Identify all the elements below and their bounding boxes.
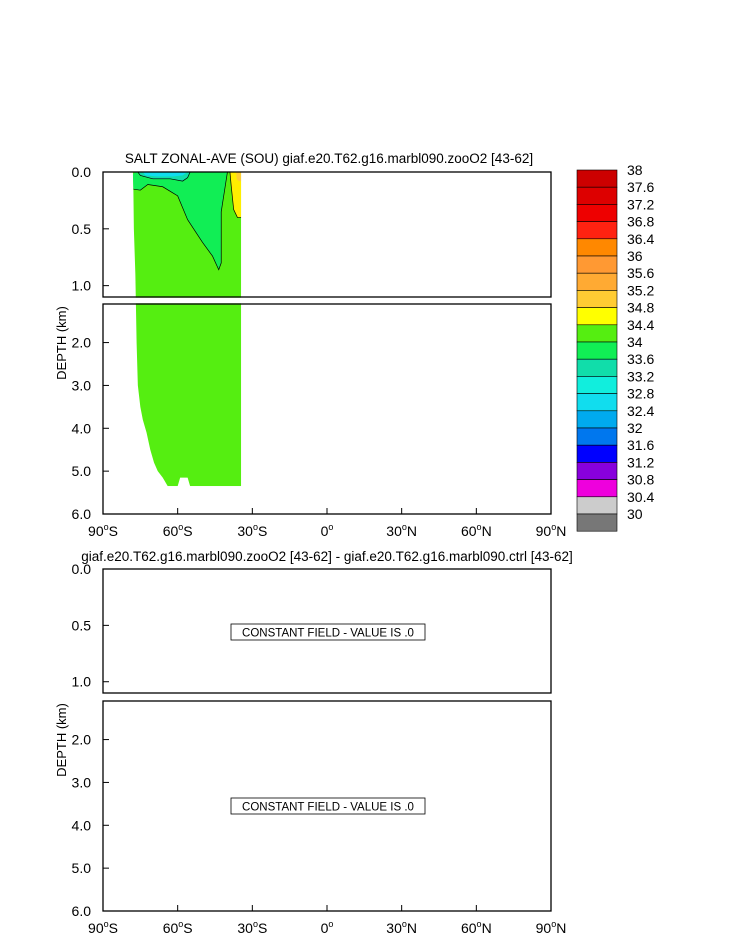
colorbar-swatch [576, 462, 618, 480]
y-tick-label: 3.0 [72, 774, 92, 790]
y-tick-label: 5.0 [72, 463, 92, 479]
difference-upper-frame [102, 568, 552, 694]
x-tick-label: 30oN [386, 522, 417, 539]
colorbar-swatch [576, 324, 618, 343]
colorbar-label: 31.2 [627, 454, 654, 470]
colorbar-label: 30.4 [627, 489, 654, 505]
salinity-35.2-35.6-clip-group [236, 172, 242, 182]
y-tick-label: 6.0 [72, 506, 92, 522]
y-tick-label: 4.0 [72, 420, 92, 436]
y-tick-label: 0.0 [72, 561, 92, 577]
salinity-34.0-34.4-region [132, 172, 228, 270]
colorbar-swatch [576, 496, 618, 515]
colorbar-swatch [576, 290, 618, 308]
y-tick-label: 2.0 [72, 732, 92, 748]
contour-group [132, 172, 242, 271]
colorbar-label: 37.6 [627, 179, 654, 195]
contour-line [229, 172, 242, 218]
colorbar-swatch [576, 307, 618, 326]
chart-title: SALT ZONAL-AVE (SOU) giaf.e20.T62.g16.ma… [125, 151, 533, 166]
x-tick-label: 90oS [88, 919, 118, 936]
colorbar-swatch [576, 444, 618, 463]
colorbar-swatch [576, 272, 618, 291]
colorbar-label: 30.8 [627, 472, 654, 488]
colorbar-swatch [576, 341, 618, 360]
colorbar-swatch [576, 238, 618, 257]
x-tick-label: 30oS [237, 522, 267, 539]
panel-gap [102, 297, 552, 304]
y-tick-label: 4.0 [72, 817, 92, 833]
y-axis-label: DEPTH (km) [54, 703, 69, 777]
colorbar-swatch [576, 427, 618, 446]
y-tick-label: 2.0 [72, 335, 92, 351]
x-tick-label: 60oN [461, 522, 492, 539]
salinity-34.8-35.2-region [229, 172, 242, 218]
colorbar-label: 36 [627, 248, 643, 264]
y-tick-label: 0.0 [72, 164, 92, 180]
colorbar-label: 34.8 [627, 300, 654, 316]
colorbar-label: 34 [627, 334, 643, 350]
colorbar-swatch [576, 358, 618, 377]
y-tick-label: 6.0 [72, 903, 92, 919]
colorbar-label: 33.6 [627, 351, 654, 367]
salinity-34.8-35.2-clip-group [229, 172, 242, 218]
chart-title: giaf.e20.T62.g16.marbl090.zooO2 [43-62] … [81, 549, 573, 564]
colorbar-label: 35.6 [627, 265, 654, 281]
colorbar-label: 37.2 [627, 196, 654, 212]
y-tick-label: 5.0 [72, 860, 92, 876]
contour-line [137, 172, 191, 182]
colorbar-label: 32.8 [627, 386, 654, 402]
colorbar-label: 34.4 [627, 317, 654, 333]
x-tick-label: 0o [321, 919, 334, 936]
colorbar-swatch [576, 221, 618, 240]
constant-field-note: CONSTANT FIELD - VALUE IS .0 [242, 628, 414, 640]
colorbar-label: 35.2 [627, 282, 654, 298]
colorbar-swatch [576, 255, 618, 274]
colorbar-swatch [576, 393, 618, 412]
x-tick-label: 0o [321, 522, 334, 539]
colorbar-label: 33.2 [627, 368, 654, 384]
colorbar-label: 36.4 [627, 231, 654, 247]
y-axis-label: DEPTH (km) [54, 306, 69, 380]
x-tick-label: 30oS [237, 919, 267, 936]
salinity-34.0-34.4-clip-group [132, 172, 228, 270]
y-tick-label: 0.5 [72, 617, 92, 633]
colorbar-swatch [576, 186, 618, 205]
salinity-upper-frame [102, 171, 552, 298]
colorbar-label: 31.6 [627, 437, 654, 453]
y-tick-label: 1.0 [72, 278, 92, 294]
constant-field-note: CONSTANT FIELD - VALUE IS .0 [242, 802, 414, 814]
salinity-35.2-35.6-region [236, 172, 242, 182]
x-tick-label: 60oN [461, 919, 492, 936]
x-tick-label: 90oS [88, 522, 118, 539]
colorbar-swatch [576, 169, 618, 188]
colorbar-label: 32.4 [627, 403, 654, 419]
y-tick-label: 3.0 [72, 377, 92, 393]
colorbar-swatch [576, 376, 618, 394]
colorbar-label: 30 [627, 506, 643, 522]
colorbar-swatch [576, 513, 618, 532]
constant-field-box [230, 623, 426, 641]
colorbar-label: 32 [627, 420, 643, 436]
contour-line [132, 172, 228, 271]
colorbar-label: 38 [627, 162, 643, 178]
x-tick-label: 30oN [386, 919, 417, 936]
x-tick-label: 60oS [163, 919, 193, 936]
colorbar-label: 36.8 [627, 214, 654, 230]
salinity-33.2-33.6-region [142, 172, 188, 177]
salinity-33.2-33.6-clip-group [142, 172, 188, 177]
x-tick-label: 90oN [536, 522, 567, 539]
y-tick-label: 0.5 [72, 221, 92, 237]
constant-field-box [230, 797, 426, 815]
x-tick-label: 90oN [536, 919, 567, 936]
x-tick-label: 60oS [163, 522, 193, 539]
colorbar-swatch [576, 479, 618, 498]
salinity-fill-group [132, 172, 242, 487]
colorbar-swatch [576, 204, 618, 222]
y-tick-label: 1.0 [72, 674, 92, 690]
colorbar-swatch [576, 410, 618, 429]
